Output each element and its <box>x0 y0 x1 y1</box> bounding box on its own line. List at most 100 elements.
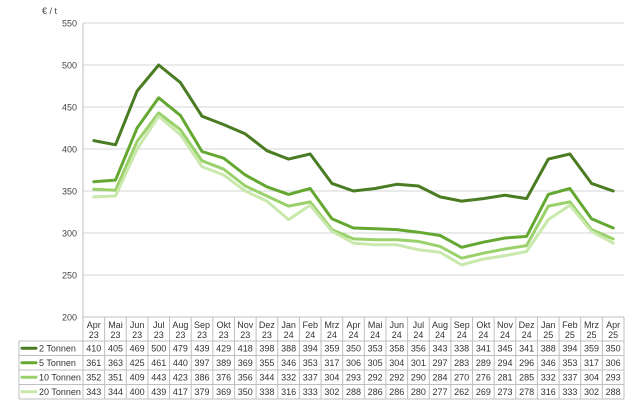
table-value: 388 <box>281 344 296 354</box>
category-label: Mrz <box>584 320 599 330</box>
table-value: 394 <box>562 344 577 354</box>
category-label: Jan <box>541 320 556 330</box>
table-value: 337 <box>562 373 577 383</box>
category-label: Jun <box>390 320 405 330</box>
category-label: Mai <box>368 320 383 330</box>
table-value: 316 <box>541 387 556 397</box>
table-value: 344 <box>108 387 123 397</box>
table-value: 429 <box>216 344 231 354</box>
table-value: 288 <box>346 387 361 397</box>
y-tick-label: 550 <box>62 19 77 29</box>
table-value: 388 <box>541 344 556 354</box>
table-value: 356 <box>238 373 253 383</box>
table-value: 353 <box>562 358 577 368</box>
table-value: 280 <box>411 387 426 397</box>
category-label: Okt <box>217 320 232 330</box>
table-value: 288 <box>606 387 621 397</box>
table-value: 352 <box>86 373 101 383</box>
category-label: Dez <box>519 320 536 330</box>
category-label: Jan <box>281 320 296 330</box>
category-year: 23 <box>175 330 185 340</box>
table-value: 317 <box>584 358 599 368</box>
y-axis: 200 250 300 350 400 450 500 550 <box>62 19 84 323</box>
category-year: 24 <box>305 330 315 340</box>
table-value: 269 <box>476 387 491 397</box>
category-year: 25 <box>587 330 597 340</box>
category-year: 24 <box>522 330 532 340</box>
y-tick-label: 400 <box>62 145 77 155</box>
table-value: 302 <box>584 387 599 397</box>
category-label: Nov <box>237 320 254 330</box>
category-year: 24 <box>327 330 337 340</box>
category-label: Feb <box>562 320 578 330</box>
table-value: 353 <box>368 344 383 354</box>
table-value: 317 <box>324 358 339 368</box>
table-value: 293 <box>346 373 361 383</box>
category-year: 23 <box>240 330 250 340</box>
category-year: 23 <box>197 330 207 340</box>
table-value: 425 <box>130 358 145 368</box>
table-value: 440 <box>173 358 188 368</box>
table-value: 353 <box>303 358 318 368</box>
legend-label: 10 Tonnen <box>39 373 81 383</box>
table-value: 351 <box>108 373 123 383</box>
table-value: 337 <box>303 373 318 383</box>
table-value: 262 <box>454 387 469 397</box>
table-value: 359 <box>324 344 339 354</box>
category-label: Sep <box>194 320 210 330</box>
table-value: 469 <box>130 344 145 354</box>
category-year: 25 <box>608 330 618 340</box>
table-value: 417 <box>173 387 188 397</box>
category-label: Jul <box>153 320 165 330</box>
table-value: 316 <box>281 387 296 397</box>
table-value: 343 <box>433 344 448 354</box>
table-value: 409 <box>130 373 145 383</box>
table-value: 333 <box>303 387 318 397</box>
table-value: 304 <box>324 373 339 383</box>
table-value: 338 <box>259 387 274 397</box>
y-tick-label: 300 <box>62 229 77 239</box>
gridlines <box>83 22 624 318</box>
table-value: 369 <box>238 358 253 368</box>
table-value: 394 <box>303 344 318 354</box>
table-value: 355 <box>259 358 274 368</box>
table-value: 306 <box>346 358 361 368</box>
category-year: 24 <box>435 330 445 340</box>
table-value: 443 <box>151 373 166 383</box>
series-line-1 <box>92 63 615 203</box>
table-value: 398 <box>259 344 274 354</box>
table-value: 369 <box>216 387 231 397</box>
category-year: 25 <box>543 330 553 340</box>
category-label: Nov <box>497 320 514 330</box>
table-value: 350 <box>238 387 253 397</box>
y-axis-label: € / t <box>42 6 58 16</box>
plot-area <box>92 63 615 267</box>
table-value: 285 <box>519 373 534 383</box>
table-value: 350 <box>606 344 621 354</box>
table-value: 341 <box>476 344 491 354</box>
table-value: 296 <box>519 358 534 368</box>
category-year: 24 <box>457 330 467 340</box>
category-year: 24 <box>348 330 358 340</box>
table-value: 346 <box>281 358 296 368</box>
category-year: 24 <box>392 330 402 340</box>
table-value: 405 <box>108 344 123 354</box>
category-year: 23 <box>262 330 272 340</box>
y-tick-label: 500 <box>62 61 77 71</box>
y-tick-label: 450 <box>62 103 77 113</box>
table-value: 292 <box>368 373 383 383</box>
category-year: 23 <box>219 330 229 340</box>
table-value: 304 <box>584 373 599 383</box>
table-value: 341 <box>519 344 534 354</box>
table-value: 386 <box>195 373 210 383</box>
category-label: Dez <box>259 320 276 330</box>
category-label: Apr <box>606 320 620 330</box>
table-value: 389 <box>216 358 231 368</box>
category-label: Sep <box>454 320 470 330</box>
category-year: 24 <box>500 330 510 340</box>
legend-label: 2 Tonnen <box>39 344 76 354</box>
table-value: 302 <box>324 387 339 397</box>
table-value: 361 <box>86 358 101 368</box>
table-value: 359 <box>584 344 599 354</box>
table-value: 345 <box>497 344 512 354</box>
